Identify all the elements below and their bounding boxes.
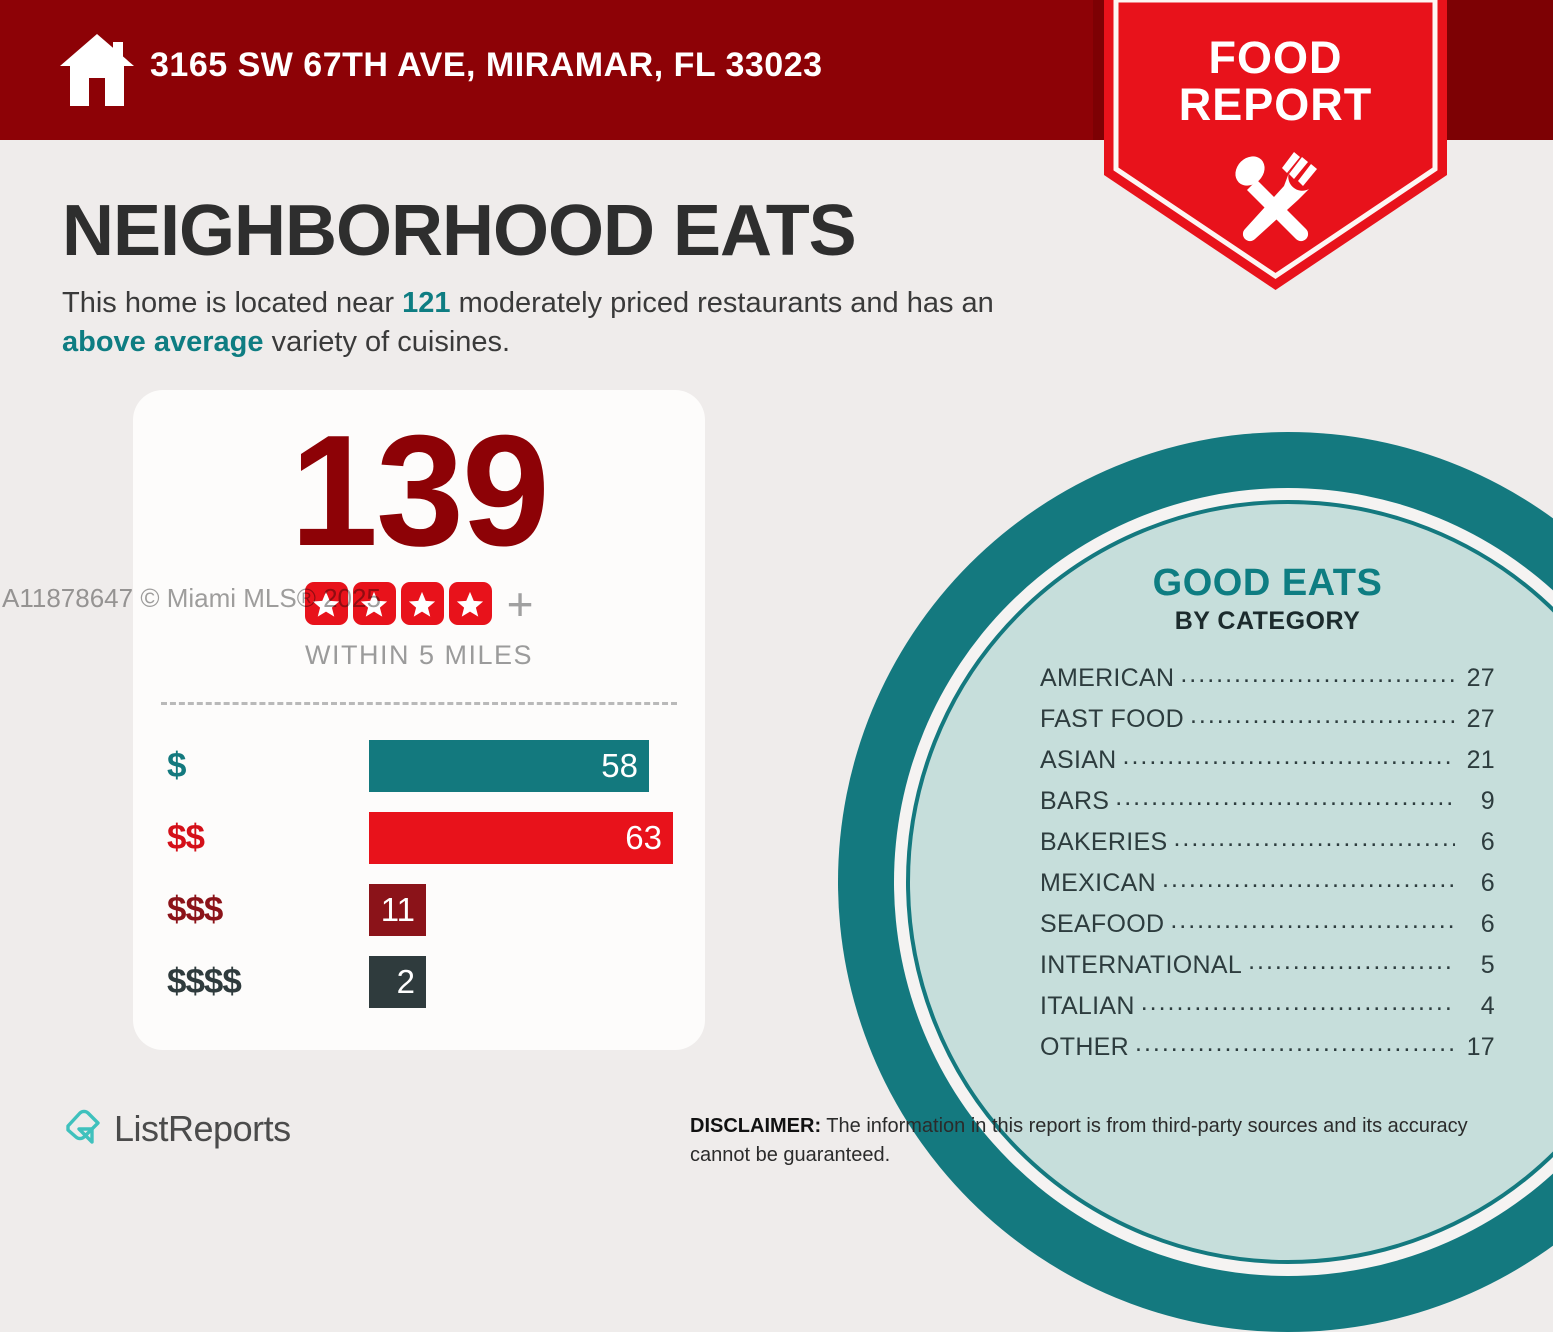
good-eats-category-label: SEAFOOD [1040, 910, 1165, 938]
leader-dots: ........................................… [1122, 742, 1455, 770]
food-report-badge: FOOD REPORT [1104, 0, 1447, 290]
good-eats-row: FAST FOOD...............................… [1040, 701, 1495, 746]
good-eats-row: OTHER...................................… [1040, 1029, 1495, 1074]
price-level-bar: 58 [369, 740, 649, 792]
good-eats-category-count: 17 [1466, 1033, 1495, 1061]
good-eats-circle-panel [906, 500, 1553, 1264]
good-eats-category-count: 6 [1480, 910, 1495, 938]
mls-watermark: A11878647 © Miami MLS® 2025 [2, 583, 381, 613]
plus-sign: + [506, 577, 534, 630]
home-icon [58, 32, 136, 108]
bar-track: 58 [369, 740, 649, 792]
good-eats-row: SEAFOOD.................................… [1040, 906, 1495, 951]
price-level-bar-chart: $58 $$ 63 $$$ 11 $$$$ 2 [133, 730, 705, 1018]
good-eats-title: GOOD EATS [1152, 562, 1383, 604]
good-eats-category-count: 6 [1480, 869, 1495, 897]
leader-dots: ........................................… [1140, 988, 1455, 1016]
bar-track: 11 [369, 884, 426, 936]
leader-dots: ........................................… [1170, 906, 1455, 934]
price-level-value: 63 [625, 819, 662, 856]
good-eats-category-count: 9 [1480, 787, 1495, 815]
listreports-logo: ListReports [62, 1108, 291, 1150]
disclaimer-label: DISCLAIMER: [690, 1115, 822, 1137]
good-eats-category-label: BAKERIES [1040, 828, 1168, 856]
good-eats-row: INTERNATIONAL...........................… [1040, 947, 1495, 992]
star-icon [448, 582, 492, 625]
good-eats-category-label: AMERICAN [1040, 664, 1175, 692]
leader-dots: ........................................… [1162, 865, 1455, 893]
good-eats-row: ASIAN...................................… [1040, 742, 1495, 787]
star-icon [352, 582, 396, 625]
header-address: 3165 SW 67TH AVE, MIRAMAR, FL 33023 [150, 46, 823, 84]
page-subtitle: This home is located near 121 moderately… [62, 284, 1082, 362]
good-eats-category-count: 21 [1466, 746, 1495, 774]
subtitle-part-3: variety of cuisines. [263, 326, 511, 358]
price-level-bar: 11 [369, 884, 426, 936]
leader-dots: ........................................… [1115, 783, 1455, 811]
bar-track: 2 [369, 956, 426, 1008]
good-eats-panel: GOOD EATS BY CATEGORY AMERICAN..........… [1040, 562, 1495, 1074]
good-eats-category-count: 5 [1480, 951, 1495, 979]
star-rating: + [133, 577, 705, 630]
good-eats-list: AMERICAN................................… [1040, 660, 1495, 1074]
good-eats-category-label: ITALIAN [1040, 992, 1135, 1020]
price-level-bar: 63 [369, 812, 673, 864]
star-icon [400, 582, 444, 625]
good-eats-category-label: OTHER [1040, 1033, 1129, 1061]
price-level-value: 11 [380, 891, 415, 928]
good-eats-row: BARS....................................… [1040, 783, 1495, 828]
subtitle-part-2: moderately priced restaurants and has an [450, 287, 994, 319]
good-eats-category-count: 27 [1466, 705, 1495, 733]
good-eats-subtitle: BY CATEGORY [1174, 607, 1361, 635]
price-level-label: $$ [167, 818, 205, 857]
page-title: NEIGHBORHOOD EATS [62, 191, 857, 271]
restaurant-stat-card: 139 + WITHIN 5 MILES $58 $$ 63 $$$ 11 $$$$ 2 [133, 390, 705, 1050]
price-level-row: $$$$ 2 [133, 946, 705, 1018]
star-icon [304, 582, 348, 625]
good-eats-category-label: BARS [1040, 787, 1110, 815]
listreports-house-tag-icon [62, 1108, 104, 1150]
price-level-row: $$$ 11 [133, 874, 705, 946]
good-eats-category-count: 4 [1480, 992, 1495, 1020]
listreports-logo-text: ListReports [114, 1108, 291, 1149]
subtitle-part-1: This home is located near [62, 287, 403, 319]
spoon-fork-icon [1228, 150, 1324, 246]
price-level-value: 2 [396, 963, 415, 1000]
good-eats-row: AMERICAN................................… [1040, 660, 1495, 705]
price-level-row: $$ 63 [133, 802, 705, 874]
price-level-row: $58 [133, 730, 705, 802]
radius-caption: WITHIN 5 MILES [304, 640, 534, 670]
bar-track: 63 [369, 812, 673, 864]
restaurant-total-count: 139 [290, 403, 550, 579]
good-eats-category-label: ASIAN [1040, 746, 1117, 774]
good-eats-category-count: 27 [1466, 664, 1495, 692]
leader-dots: ........................................… [1135, 1029, 1455, 1057]
good-eats-category-label: MEXICAN [1040, 869, 1157, 897]
price-level-label: $$$ [167, 890, 223, 929]
card-divider [161, 702, 677, 705]
good-eats-row: ITALIAN.................................… [1040, 988, 1495, 1033]
subtitle-variety-rating: above average [62, 326, 264, 358]
leader-dots: ........................................… [1173, 824, 1455, 852]
good-eats-category-label: INTERNATIONAL [1040, 951, 1243, 979]
good-eats-category-label: FAST FOOD [1040, 705, 1184, 733]
leader-dots: ........................................… [1189, 701, 1455, 729]
good-eats-row: MEXICAN.................................… [1040, 865, 1495, 910]
good-eats-row: BAKERIES................................… [1040, 824, 1495, 869]
leader-dots: ........................................… [1180, 660, 1455, 688]
disclaimer-text: The information in this report is from t… [690, 1115, 1468, 1166]
price-level-bar: 2 [369, 956, 426, 1008]
good-eats-category-count: 6 [1480, 828, 1495, 856]
price-level-label: $ [167, 746, 186, 785]
price-level-value: 58 [601, 747, 638, 784]
leader-dots: ........................................… [1248, 947, 1455, 975]
disclaimer: DISCLAIMER: The information in this repo… [690, 1112, 1490, 1170]
subtitle-restaurant-count: 121 [402, 287, 451, 319]
price-level-label: $$$$ [167, 962, 242, 1001]
